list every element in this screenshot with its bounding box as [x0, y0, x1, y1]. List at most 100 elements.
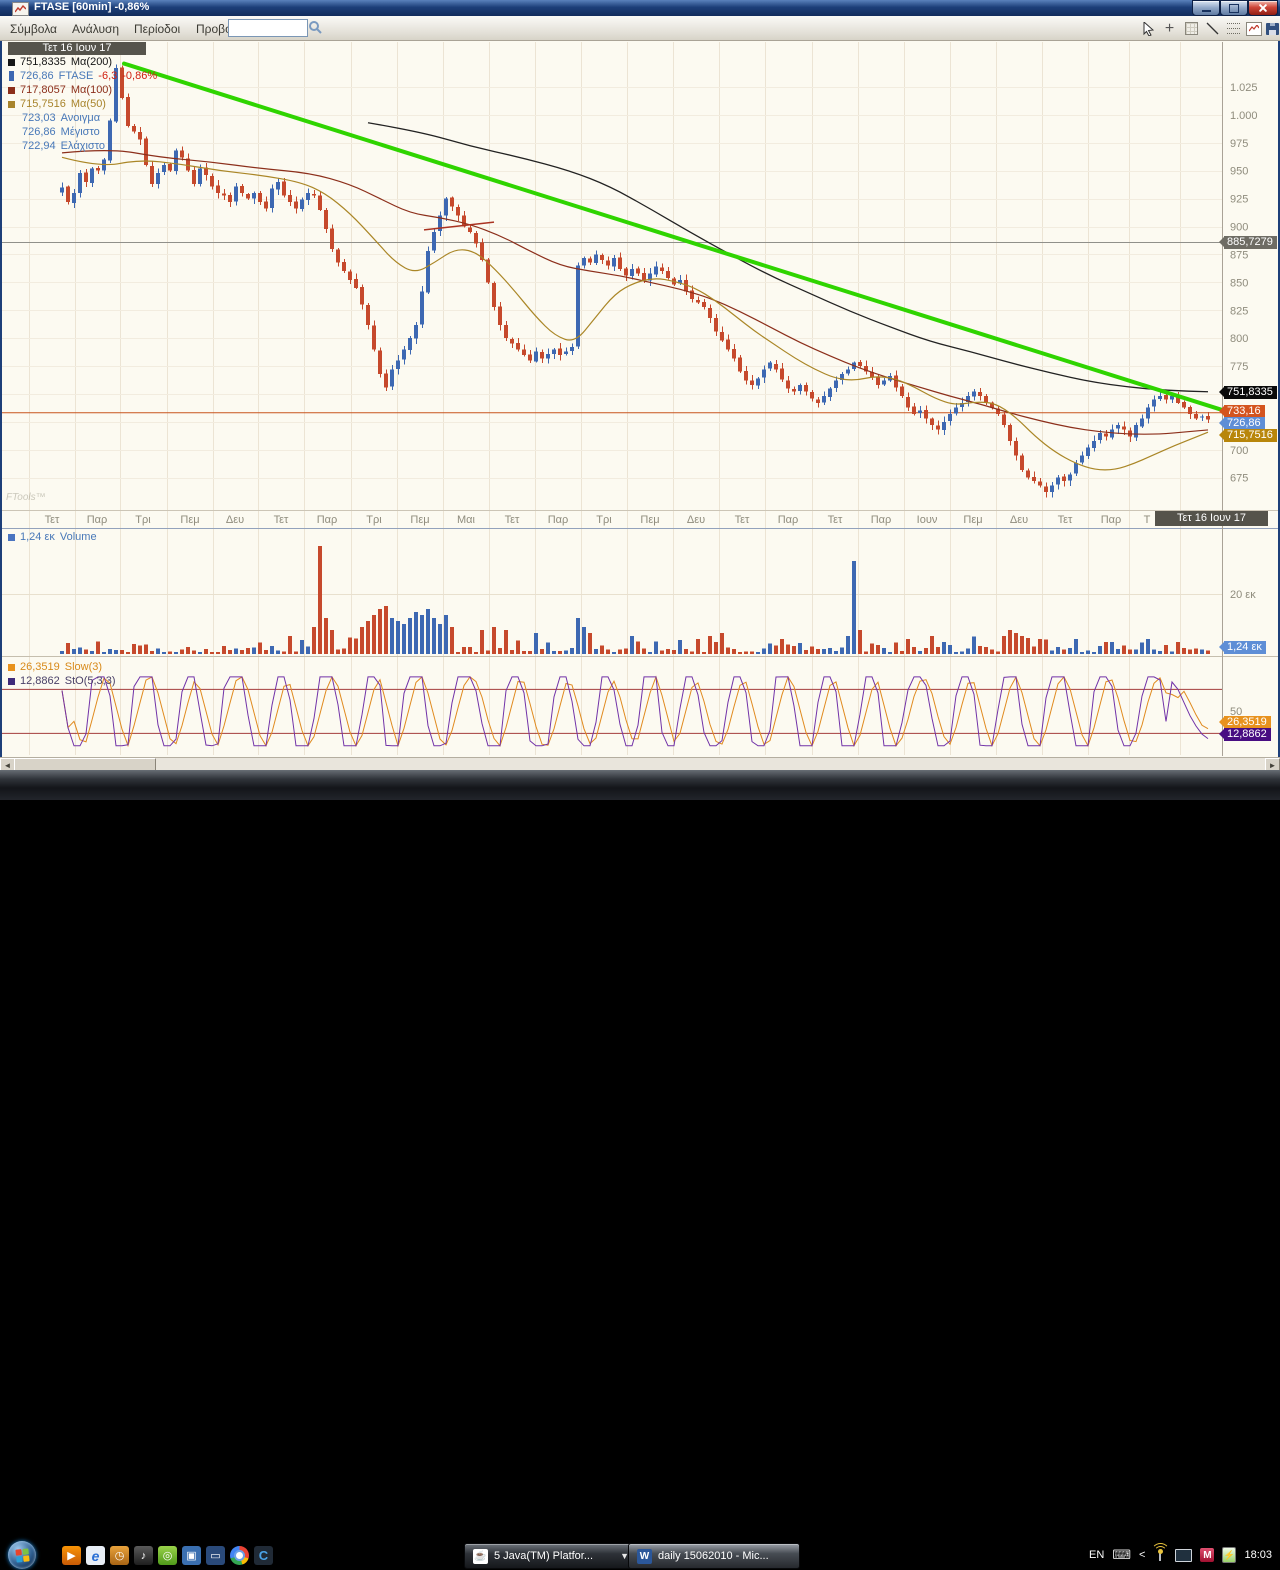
ma50-line [61, 156, 1209, 471]
annotation-line[interactable] [423, 221, 495, 231]
svg-text:Τρι: Τρι [596, 514, 612, 526]
svg-text:Πεμ: Πεμ [180, 514, 199, 526]
svg-text:Τετ: Τετ [828, 514, 843, 526]
app-icon [12, 2, 29, 16]
close-button[interactable] [1248, 0, 1278, 16]
price-tag-ma200: 751,8335 [1219, 386, 1277, 399]
window-title: FTASE [60min] -0,86% [34, 1, 150, 13]
axis-labels: 1.025 1.000 975 950 925 900 875 850 825 800 775 700… [45, 82, 1258, 718]
menu-item-analysis[interactable]: Ανάλυση [72, 22, 120, 36]
svg-text:Παρ: Παρ [317, 514, 338, 526]
panel-dividers [0, 42, 1280, 756]
network-monitor-icon[interactable] [1175, 1548, 1193, 1562]
line-tool-icon[interactable] [1204, 20, 1221, 37]
horizontal-scrollbar[interactable]: ◄ ► [0, 757, 1280, 772]
ma100-line [61, 150, 1209, 435]
taskbar: ▶ e ◷ ♪ ◎ ▣ ▭ C ☕ 5 Java(TM) Platfor... … [0, 770, 1280, 1569]
wireless-icon[interactable] [1151, 1543, 1171, 1562]
word-icon: W [637, 1548, 652, 1564]
svg-text:700: 700 [1230, 445, 1248, 457]
legend-ma50: 715,7516 Μα(50) [8, 97, 106, 111]
svg-text:675: 675 [1230, 473, 1248, 485]
crosshair-tool-icon[interactable]: + [1164, 19, 1175, 37]
clock-time: 18:03 [1244, 1549, 1272, 1561]
svg-text:Πεμ: Πεμ [410, 514, 429, 526]
svg-text:825: 825 [1230, 305, 1248, 317]
svg-text:775: 775 [1230, 361, 1248, 373]
stoch-sto-tag: 12,8862 [1219, 728, 1271, 741]
watermark: FTools™ [6, 492, 46, 503]
chart-plot-area[interactable] [0, 42, 1222, 756]
browser-c-icon[interactable]: C [254, 1546, 273, 1565]
xaxis-highlight-date: Τετ 16 Ιουν 17 [1155, 511, 1268, 526]
cursor-tool-icon[interactable] [1140, 20, 1157, 37]
pattern-tool-icon[interactable] [1225, 20, 1242, 37]
search-icon[interactable] [308, 20, 324, 36]
media-player-icon[interactable]: ▶ [62, 1546, 81, 1565]
svg-text:Πεμ: Πεμ [963, 514, 982, 526]
price-tag-gray-line: 885,7279 [1219, 236, 1277, 249]
window-titlebar: FTASE [60min] -0,86% [0, 0, 1280, 16]
vertical-gridlines [29, 42, 1181, 755]
svg-text:Δευ: Δευ [226, 514, 244, 526]
chrome-icon[interactable] [230, 1546, 249, 1565]
svg-text:925: 925 [1230, 194, 1248, 206]
tray-expand-chevron[interactable]: < [1139, 1549, 1146, 1561]
legend-low: 722,94 Ελάχιστο [22, 140, 105, 152]
svg-text:Δευ: Δευ [1010, 514, 1028, 526]
svg-text:Παρ: Παρ [1101, 514, 1122, 526]
volume-swatch [8, 533, 15, 541]
svg-text:1.000: 1.000 [1230, 110, 1258, 122]
svg-text:Τετ: Τετ [735, 514, 750, 526]
svg-text:Τετ: Τετ [1058, 514, 1073, 526]
chart-tool-icon[interactable] [1245, 20, 1262, 37]
start-button[interactable] [8, 1541, 36, 1569]
trendline[interactable] [122, 61, 1230, 414]
svg-text:850: 850 [1230, 277, 1248, 289]
legend-price: 726,86 FTASE -6,3 -0,86% [8, 69, 157, 83]
music-player-icon[interactable]: ♪ [134, 1546, 153, 1565]
grid-tool-icon[interactable] [1183, 20, 1200, 37]
legend-ma100: 717,8057 Μα(100) [8, 83, 112, 97]
keyboard-icon[interactable]: ⌨ [1112, 1547, 1132, 1562]
svg-text:950: 950 [1230, 166, 1248, 178]
menu-item-symbols[interactable]: Σύμβολα [10, 22, 57, 36]
volume-tag: 1,24 εκ [1219, 641, 1266, 654]
svg-text:Τετ: Τετ [45, 514, 60, 526]
svg-text:800: 800 [1230, 333, 1248, 345]
java-icon: ☕ [473, 1548, 488, 1564]
messenger-icon[interactable]: M [1200, 1548, 1215, 1562]
svg-text:Παρ: Παρ [871, 514, 892, 526]
taskbar-button-word[interactable]: W daily 15062010 - Mic... [628, 1543, 800, 1569]
svg-text:Ιουν: Ιουν [917, 514, 938, 526]
clock-icon[interactable]: ◷ [110, 1546, 129, 1565]
language-indicator[interactable]: EN [1088, 1549, 1105, 1561]
internet-explorer-icon[interactable]: e [86, 1546, 105, 1565]
chart-canvas: 1.025 1.000 975 950 925 900 875 850 825 800 775 700… [0, 40, 1280, 757]
green-app-icon[interactable]: ◎ [158, 1546, 177, 1565]
symbol-search-input[interactable] [228, 19, 308, 37]
system-tray: EN ⌨ < M ⚡ 18:03 [1089, 1540, 1278, 1570]
stoch-slow-line [61, 675, 1209, 748]
taskbar-button-java[interactable]: ☕ 5 Java(TM) Platfor... ▼ [464, 1543, 638, 1569]
candlestick-series [60, 64, 1210, 498]
legend-high: 726,86 Μέγιστο [22, 126, 100, 138]
window-border-left [0, 16, 2, 770]
minimize-button[interactable] [1192, 0, 1220, 16]
svg-text:Τετ: Τετ [505, 514, 520, 526]
window-switcher-icon[interactable]: ▣ [182, 1546, 201, 1565]
stoch-sto-swatch [8, 677, 15, 685]
svg-text:Τρι: Τρι [135, 514, 151, 526]
svg-text:Μαι: Μαι [457, 514, 476, 526]
date-tooltip: Τετ 16 Ιουν 17 [8, 42, 146, 55]
menu-item-periods[interactable]: Περίοδοι [134, 22, 181, 36]
ma200-line [367, 122, 1209, 393]
save-icon[interactable] [1264, 20, 1280, 37]
restore-button[interactable] [1220, 0, 1248, 16]
svg-text:875: 875 [1230, 249, 1248, 261]
windows-flag-icon [14, 1547, 30, 1563]
stoch-slow-swatch [8, 663, 15, 671]
show-desktop-icon[interactable]: ▭ [206, 1546, 225, 1565]
power-icon[interactable]: ⚡ [1222, 1547, 1237, 1563]
stoch-sto-legend: 12,8862 StO(5,3,3) [8, 674, 116, 688]
